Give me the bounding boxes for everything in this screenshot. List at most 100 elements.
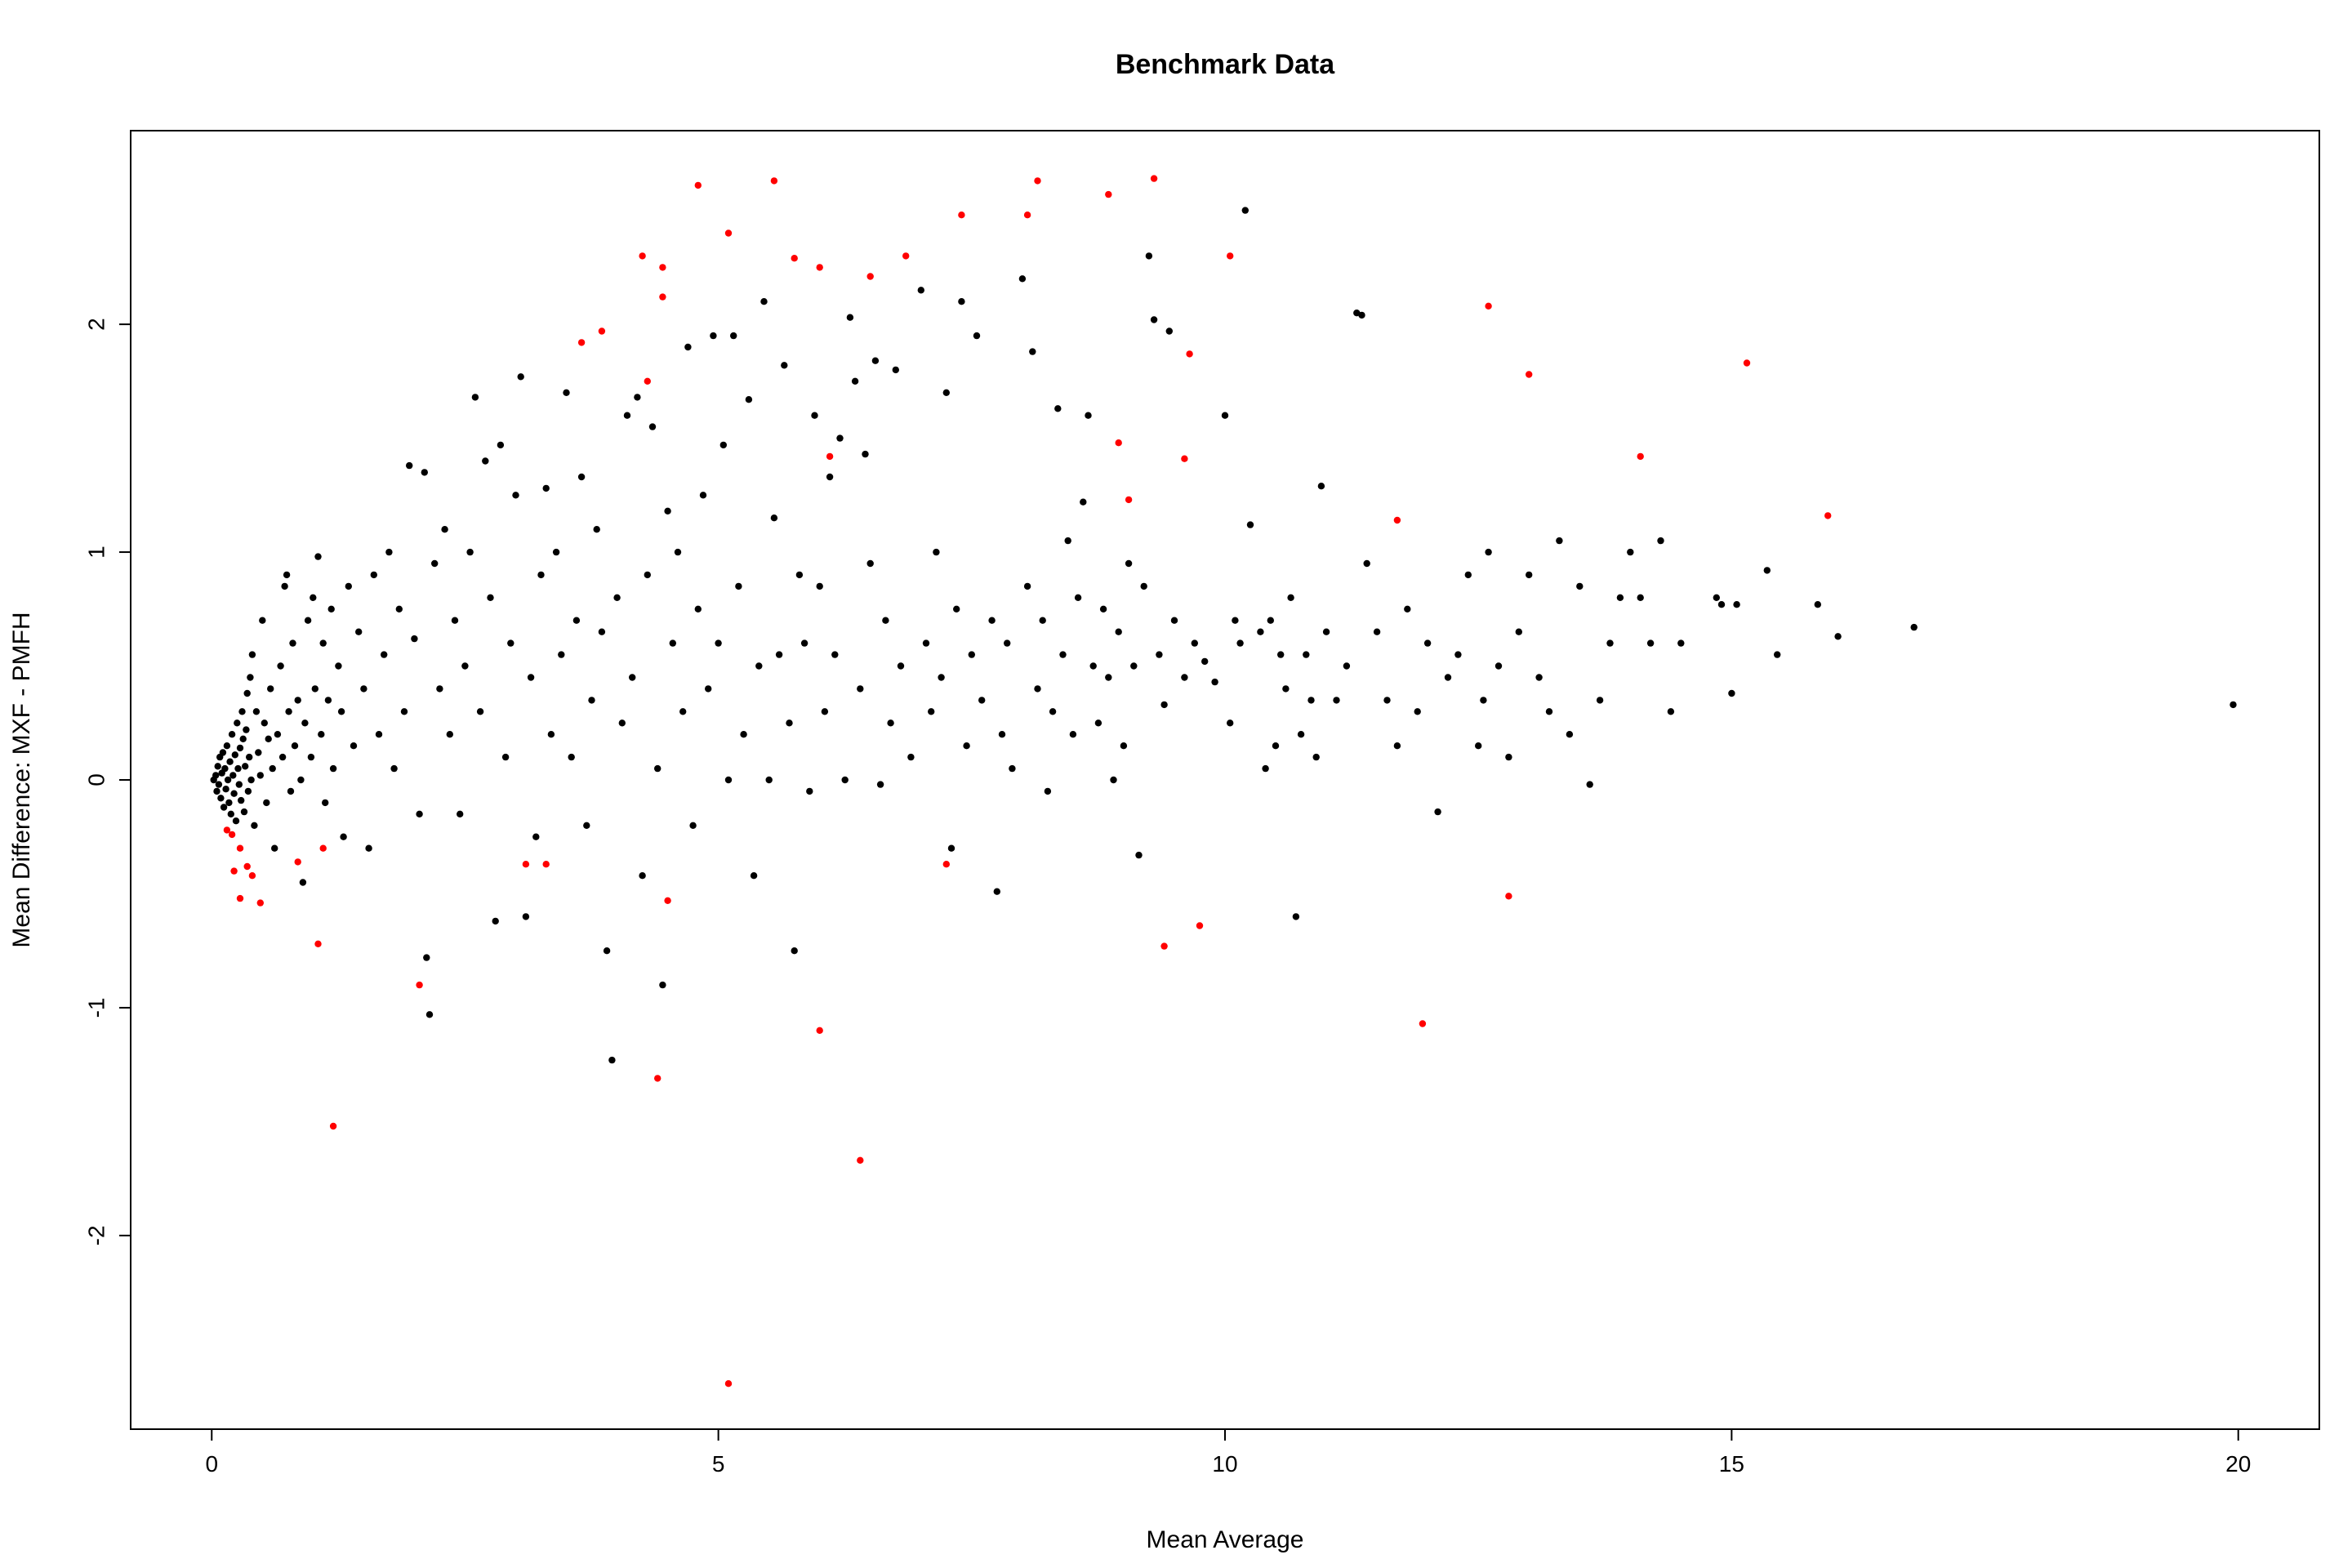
data-point — [319, 639, 327, 647]
data-point — [512, 492, 519, 499]
highlighted-point — [1824, 512, 1832, 519]
plot-frame — [130, 130, 2320, 1430]
data-point — [1717, 601, 1726, 608]
data-point — [1383, 697, 1391, 704]
data-point — [719, 441, 727, 449]
data-point — [857, 685, 864, 693]
data-point — [618, 719, 626, 727]
data-point — [1297, 731, 1305, 738]
highlighted-point — [223, 826, 231, 834]
highlighted-point — [664, 897, 671, 905]
data-point — [1414, 708, 1421, 715]
data-point — [487, 594, 494, 601]
data-point — [278, 753, 287, 761]
data-point — [1393, 742, 1401, 750]
data-point — [938, 674, 945, 681]
highlighted-point — [1485, 302, 1492, 310]
highlighted-point — [598, 327, 606, 335]
data-point — [1160, 701, 1168, 709]
data-point — [831, 651, 839, 658]
data-point — [291, 742, 299, 750]
data-point — [537, 571, 545, 579]
data-point — [1763, 567, 1771, 574]
x-tick-label: 0 — [205, 1451, 218, 1477]
data-point — [998, 731, 1006, 738]
data-point — [1423, 639, 1432, 647]
y-axis: -2 -1 0 1 2 — [83, 318, 131, 1245]
data-point — [1023, 582, 1031, 590]
highlighted-point — [1181, 455, 1188, 462]
data-point — [235, 781, 243, 788]
data-point — [760, 298, 768, 305]
data-point — [471, 394, 479, 401]
highlighted-point — [228, 831, 236, 839]
data-point — [263, 799, 270, 807]
data-point — [705, 685, 712, 693]
data-point — [1480, 697, 1487, 704]
data-point — [431, 559, 439, 568]
data-point — [501, 753, 510, 761]
data-point — [283, 571, 291, 579]
highlighted-point — [791, 255, 798, 262]
data-point — [603, 947, 611, 955]
data-point — [806, 787, 813, 795]
data-point — [355, 628, 363, 635]
data-point — [866, 559, 874, 568]
highlighted-point — [1505, 893, 1512, 900]
highlighted-point — [294, 858, 301, 866]
data-point — [1322, 628, 1330, 635]
data-point — [318, 731, 325, 738]
data-point — [441, 526, 448, 533]
data-point — [1485, 548, 1492, 556]
data-point — [608, 1056, 616, 1064]
data-point — [1566, 731, 1574, 738]
data-point — [406, 461, 413, 470]
data-point — [1515, 628, 1523, 635]
data-point — [239, 735, 247, 742]
data-point — [310, 594, 317, 601]
data-point — [522, 913, 530, 920]
highlighted-point — [248, 872, 256, 880]
data-point — [669, 639, 676, 647]
data-point — [261, 719, 268, 727]
highlighted-point — [816, 264, 823, 271]
data-point — [1814, 601, 1821, 608]
data-point — [425, 1011, 434, 1018]
data-point — [1494, 662, 1503, 670]
data-point — [846, 314, 854, 321]
data-point — [715, 639, 722, 647]
data-point — [1145, 252, 1153, 260]
data-point — [862, 450, 869, 458]
data-point — [1085, 412, 1092, 419]
data-point — [222, 786, 229, 793]
highlighted-point — [319, 844, 327, 852]
data-point — [1267, 617, 1275, 624]
data-point — [265, 735, 272, 742]
data-point — [781, 362, 788, 369]
data-point — [390, 764, 398, 773]
data-point — [269, 764, 276, 773]
highlighted-point — [644, 377, 651, 385]
data-point — [958, 298, 965, 305]
data-point — [217, 795, 225, 802]
data-point — [1049, 708, 1057, 715]
data-point — [327, 605, 335, 612]
data-point — [1089, 662, 1097, 670]
highlighted-point — [522, 861, 530, 868]
highlighted-point — [1637, 452, 1644, 461]
data-point — [689, 822, 697, 829]
data-point — [1074, 594, 1082, 601]
data-point — [724, 776, 733, 784]
data-point — [1616, 594, 1624, 601]
data-point — [1094, 719, 1102, 727]
data-point — [256, 772, 264, 779]
data-point — [1292, 913, 1300, 920]
data-point — [735, 582, 742, 590]
highlighted-point — [256, 899, 264, 906]
data-point — [1069, 731, 1077, 738]
data-point — [947, 844, 956, 852]
data-point — [1596, 697, 1604, 704]
data-point — [897, 662, 905, 670]
data-point — [583, 822, 590, 829]
data-point — [1556, 537, 1563, 545]
